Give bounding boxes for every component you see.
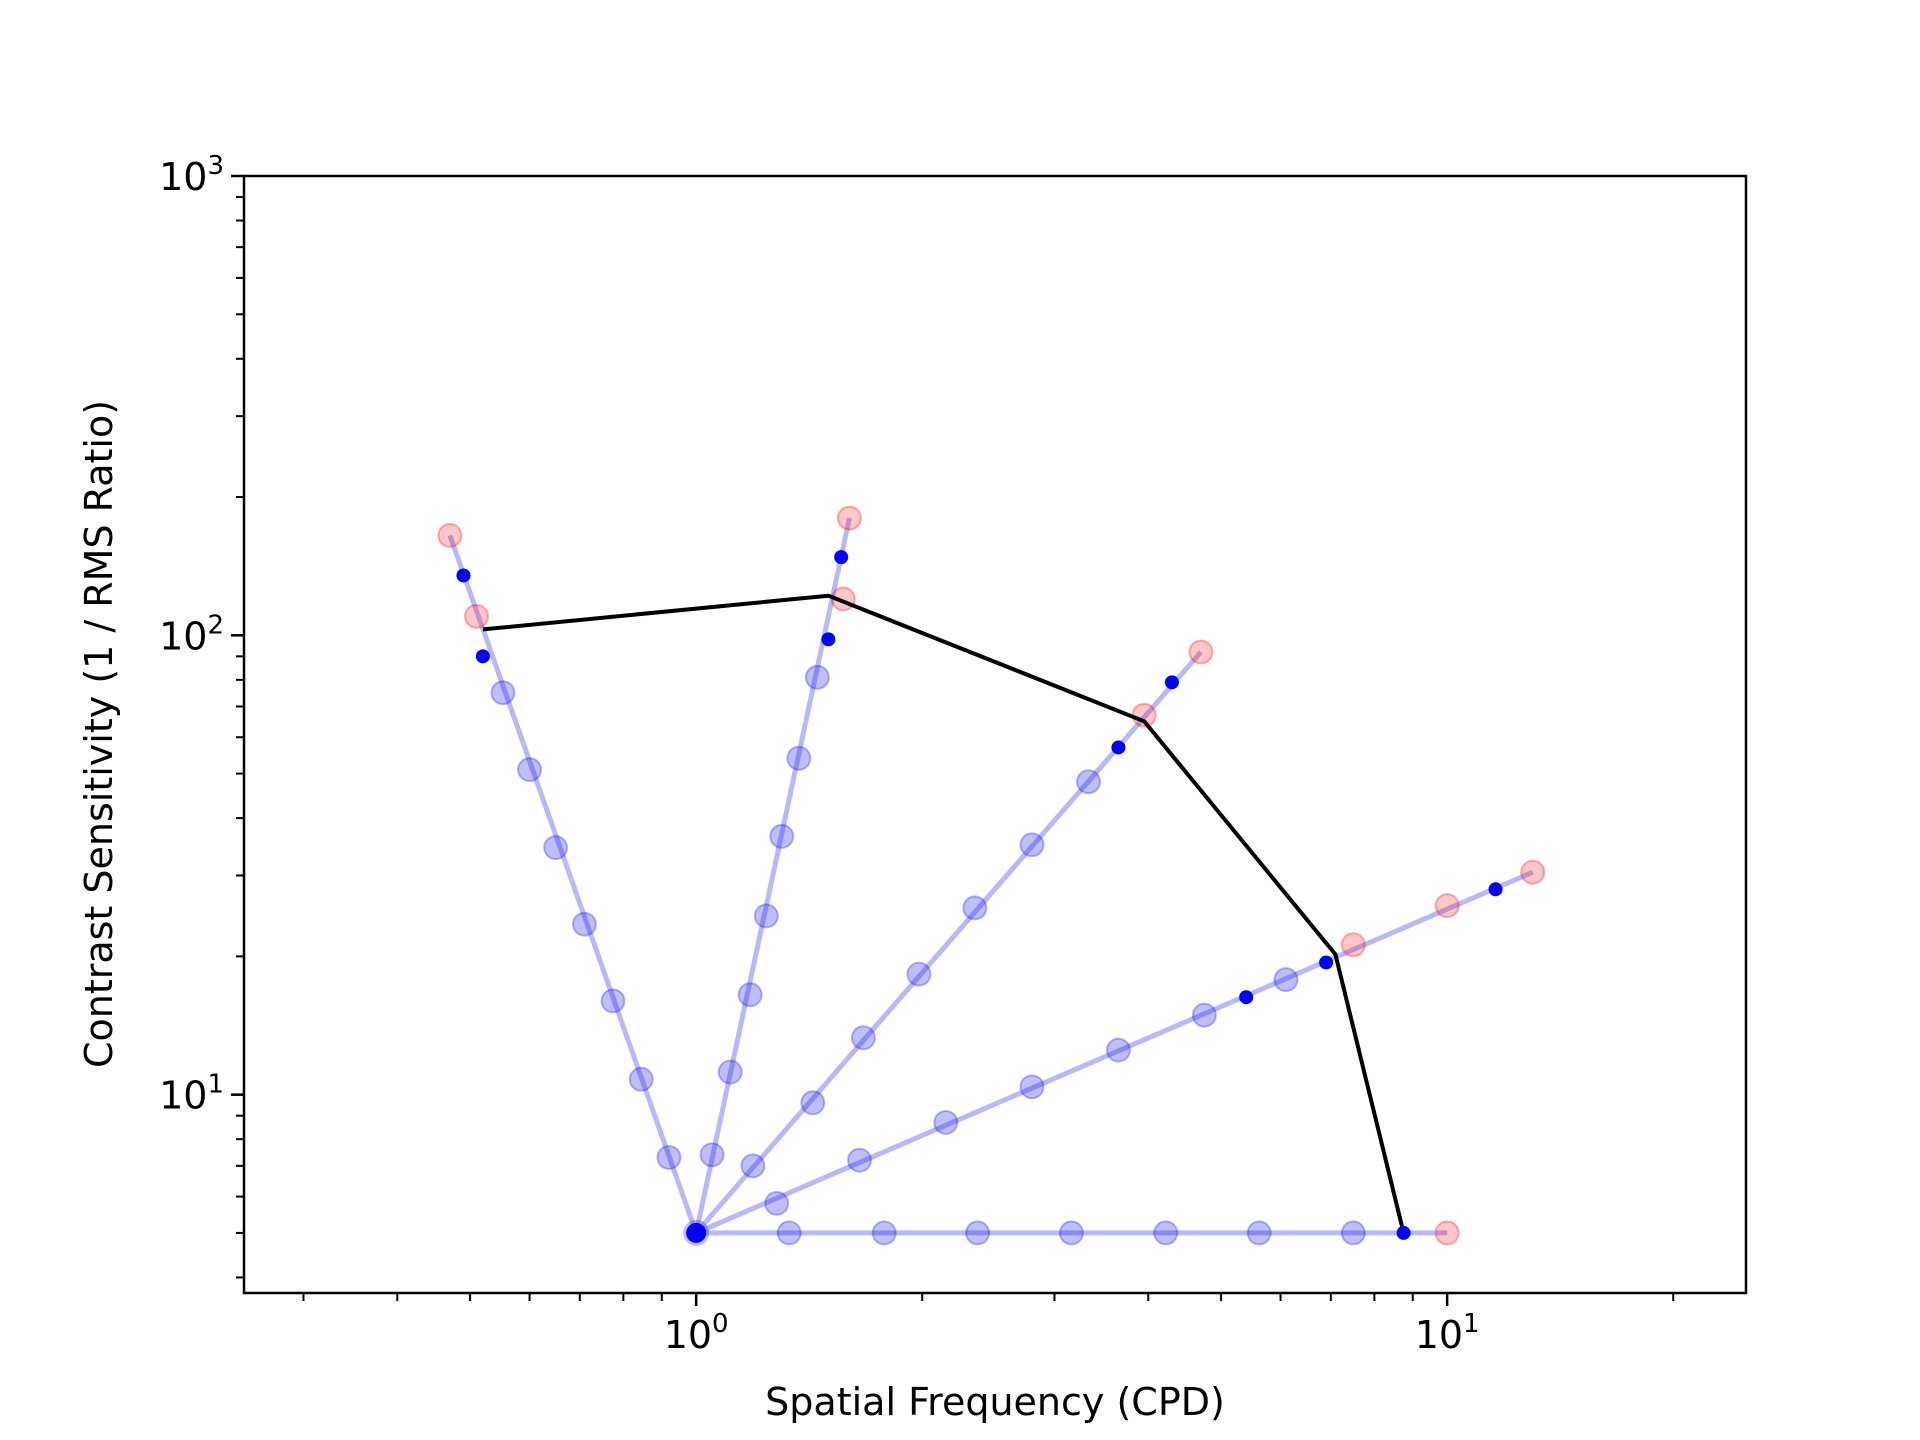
axes-frame [242, 174, 1748, 1295]
tested-point-3-7 [1076, 769, 1102, 795]
y-axis-label: Contrast Sensitivity (1 / RMS Ratio) [77, 400, 121, 1068]
tested-point-1-7 [490, 680, 516, 706]
tested-point-5-1 [776, 1220, 802, 1246]
y-tick-label-100: 102 [159, 610, 224, 658]
rejected-point-3-2 [1188, 639, 1214, 665]
tested-point-4-6 [1191, 1002, 1217, 1028]
rejected-point-1-2 [437, 522, 463, 548]
tested-point-1-3 [600, 988, 626, 1014]
tested-point-4-1 [764, 1190, 790, 1216]
rejected-point-2-2 [836, 505, 862, 531]
x-tick-label-1: 100 [664, 1309, 729, 1357]
rejected-point-4-2 [1434, 893, 1460, 919]
threshold-curve [482, 593, 1406, 1234]
accepted-point-2-1 [821, 632, 836, 647]
tested-point-5-6 [1246, 1220, 1272, 1246]
tested-point-3-6 [1019, 832, 1045, 858]
rejected-point-1-1 [464, 603, 490, 629]
origin-point [686, 1222, 707, 1243]
tested-point-5-5 [1153, 1220, 1179, 1246]
accepted-point-4-1 [1319, 955, 1334, 970]
tested-point-4-5 [1105, 1037, 1131, 1063]
tested-point-2-1 [699, 1142, 725, 1168]
y-tick-label-10: 101 [159, 1070, 224, 1118]
tested-point-5-7 [1340, 1220, 1366, 1246]
tested-point-5-3 [965, 1220, 991, 1246]
accepted-point-3-2 [1164, 675, 1179, 690]
x-tick-label-10: 101 [1415, 1309, 1480, 1357]
accepted-point-2-2 [834, 550, 849, 565]
tested-point-1-6 [517, 757, 543, 783]
y-tick-label-1000: 103 [159, 151, 224, 199]
accepted-point-3-1 [1111, 740, 1126, 755]
tested-point-3-5 [962, 895, 988, 921]
tested-point-2-4 [753, 903, 779, 929]
rejected-point-5-1 [1434, 1220, 1460, 1246]
accepted-point-4-3 [1239, 990, 1254, 1005]
tested-point-2-6 [786, 745, 812, 771]
tested-point-1-2 [628, 1066, 654, 1092]
tested-point-2-5 [769, 823, 795, 849]
rejected-point-4-1 [1340, 932, 1366, 958]
accepted-point-4-2 [1488, 882, 1503, 897]
plot-area [437, 505, 1546, 1246]
tested-point-4-2 [846, 1147, 872, 1173]
tested-point-5-2 [871, 1220, 897, 1246]
tested-point-4-7 [1273, 967, 1299, 993]
accepted-point-5-1 [1396, 1225, 1411, 1240]
x-axis-label: Spatial Frequency (CPD) [765, 1380, 1225, 1424]
tested-point-3-4 [906, 961, 932, 987]
tested-point-3-3 [850, 1025, 876, 1051]
tested-point-2-2 [717, 1059, 743, 1085]
tested-point-4-3 [933, 1109, 959, 1135]
axis-ticks: 100 101 101 102 103 [159, 151, 1675, 1357]
tested-point-1-4 [571, 911, 597, 937]
tested-point-1-5 [543, 835, 569, 861]
tested-point-3-1 [740, 1153, 766, 1179]
tested-point-2-3 [737, 982, 763, 1008]
accepted-point-1-1 [475, 649, 490, 664]
tested-point-4-4 [1019, 1074, 1045, 1100]
rejected-point-4-3 [1520, 859, 1546, 885]
tested-point-5-4 [1058, 1220, 1084, 1246]
accepted-point-1-2 [456, 568, 471, 583]
tested-point-2-7 [804, 664, 830, 690]
ray-line-1 [447, 534, 699, 1234]
ray-line-4 [695, 869, 1534, 1236]
tested-point-3-2 [800, 1090, 826, 1116]
tested-point-1-1 [656, 1144, 682, 1170]
